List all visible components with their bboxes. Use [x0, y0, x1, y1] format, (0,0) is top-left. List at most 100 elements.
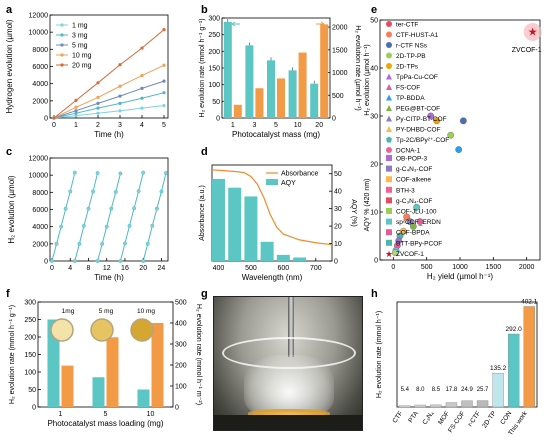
panel-e-label: e [371, 4, 377, 16]
panel-c-cycle-line [119, 172, 144, 262]
panel-a-point [118, 101, 122, 106]
panel-e-point [403, 213, 411, 221]
panel-e-x-tick-label: 1500 [486, 264, 502, 271]
panel-d-y2-tick-label: 50 [334, 171, 342, 178]
panel-c-point [136, 189, 141, 193]
panel-a-legend-marker [60, 53, 64, 57]
panel-c-point [72, 259, 77, 263]
panel-e-legend-marker [386, 115, 392, 122]
panel-c-x-tick-label: 16 [121, 265, 129, 272]
panel-e-highlight-label: ZVCOF-1 [512, 47, 542, 54]
panel-e-legend-label: TpPa-Cu-COF [396, 74, 438, 81]
panel-c-y-tick-label: 12000 [29, 156, 49, 163]
panel-h-bar [523, 306, 535, 408]
panel-e-legend-marker [386, 31, 392, 38]
panel-b-x-tick-label: 1 [231, 122, 235, 129]
panel-e-legend-marker [386, 197, 392, 204]
panel-h-label: h [371, 288, 378, 300]
panel-c-point [63, 206, 68, 211]
panel-c-point [59, 224, 64, 229]
panel-e-legend-marker [386, 218, 392, 225]
panel-f-inset-dish [50, 318, 74, 342]
panel-c-point [141, 259, 146, 263]
panel-c-point [113, 189, 118, 194]
panel-c-cycle-line [51, 172, 76, 262]
panel-e-x-tick-label: 1000 [452, 264, 468, 271]
panel-c-x-tick-label: 24 [158, 265, 166, 272]
panel-b-y2-tick-label: 1500 [332, 47, 348, 54]
panel-f-y-tick-label: 0 [32, 405, 36, 412]
panel-c-point [68, 189, 73, 194]
panel-a-y-tick-label: 6000 [32, 64, 48, 71]
panel-e-legend-marker [386, 165, 392, 172]
panel-b-bar-orange [255, 88, 264, 118]
panel-e-legend-marker [386, 73, 392, 80]
panel-b-y-tick-label: 0 [216, 116, 220, 123]
panel-b-left-arrow [231, 21, 240, 27]
panel-c-point [95, 171, 100, 175]
panel-c-point [86, 206, 91, 211]
panel-h-value-label: 8.0 [416, 387, 425, 393]
panel-b-bar-teal [245, 45, 254, 119]
panel-h-bar [445, 402, 458, 408]
panel-a-point [96, 81, 100, 85]
panel-a-x-tick-label: 3 [118, 122, 122, 129]
panel-b-bar-teal [267, 60, 275, 118]
panel-c-point [109, 206, 114, 211]
panel-e-legend-marker [386, 94, 392, 101]
panel-d-y2-tick-label: 40 [334, 189, 342, 196]
panel-c-y-tick-label: 2000 [32, 241, 48, 248]
panel-e-legend-label: g-C₄N₃-COF [396, 166, 432, 173]
panel-h-x-tick-label: MOF [437, 410, 451, 426]
panel-f-ylabel: H₂ evolution rate (mmol h⁻¹ g⁻¹) [9, 305, 16, 404]
panel-b-bar-teal [288, 70, 297, 118]
panel-d-x-tick-label: 700 [310, 265, 322, 272]
panel-a-x-tick-label: 1 [74, 122, 78, 129]
panel-f-bar-teal [92, 377, 105, 407]
panel-e-legend-label: COF-JLU-100 [396, 209, 437, 216]
panel-d-aqy-bar [276, 254, 290, 261]
panel-h-x-tick-label: CTF [391, 410, 404, 424]
panel-e-point [406, 218, 414, 225]
panel-f-y2-tick-label: 0 [175, 405, 179, 412]
panel-c-y-tick-label: 8000 [32, 190, 48, 197]
panel-d-aqy-bar [293, 257, 307, 261]
panel-e-y-tick-label: 50 [370, 18, 378, 25]
panel-a-point [96, 106, 100, 110]
panel-c-x-tick-label: 12 [103, 265, 111, 272]
panel-b-xlabel: Photocatalyst mass (mg) [232, 130, 320, 139]
panel-a-point [118, 84, 122, 88]
panel-c-point [164, 171, 168, 175]
panel-a-series-line [53, 105, 165, 119]
panel-b-y-tick-label: 200 [208, 49, 220, 56]
panel-b-y2label: H₂ evolution rate (µmol h⁻¹) [354, 25, 361, 111]
panel-h-value-label: 17.8 [446, 387, 458, 393]
panel-d-legend-abs-label: Absorbance [281, 171, 318, 178]
panel-a-y-tick-label: 12000 [29, 13, 49, 20]
reactor-base [214, 415, 362, 430]
panel-b-x-tick-label: 3 [252, 122, 256, 129]
bubble-cloud [244, 355, 334, 417]
panel-e-legend-label: ZVCOF-1 [396, 251, 424, 258]
panel-a-point [140, 73, 144, 78]
panel-e-legend-marker [386, 176, 392, 183]
panel-h-value-label: 8.5 [432, 387, 441, 393]
panel-f-y-tick-label: 300 [24, 300, 36, 307]
panel-c-point [159, 189, 164, 194]
panel-d-legend-aqy-swatch [266, 179, 278, 185]
panel-e-legend-star: ★ [385, 250, 393, 260]
panel-a-x-tick-label: 2 [96, 122, 100, 129]
panel-b-y2-tick-label: 0 [332, 116, 336, 123]
panel-f-inset-label: 1mg [62, 308, 75, 315]
panel-a-legend-marker [60, 63, 64, 67]
panel-e-legend-label: OB-POP-3 [396, 156, 427, 163]
panel-h-bar [430, 404, 442, 408]
panel-h-x-tick-label: r-CTF [467, 410, 482, 428]
panel-e-point [399, 227, 407, 235]
panel-b-bar-teal [223, 22, 232, 118]
panel-f-bar-orange [151, 323, 164, 407]
panel-e-legend-marker [386, 63, 392, 69]
panel-c-xlabel: Time (h) [94, 273, 124, 282]
panel-e-legend-label: BTT-BPy-PCOF [396, 240, 442, 247]
